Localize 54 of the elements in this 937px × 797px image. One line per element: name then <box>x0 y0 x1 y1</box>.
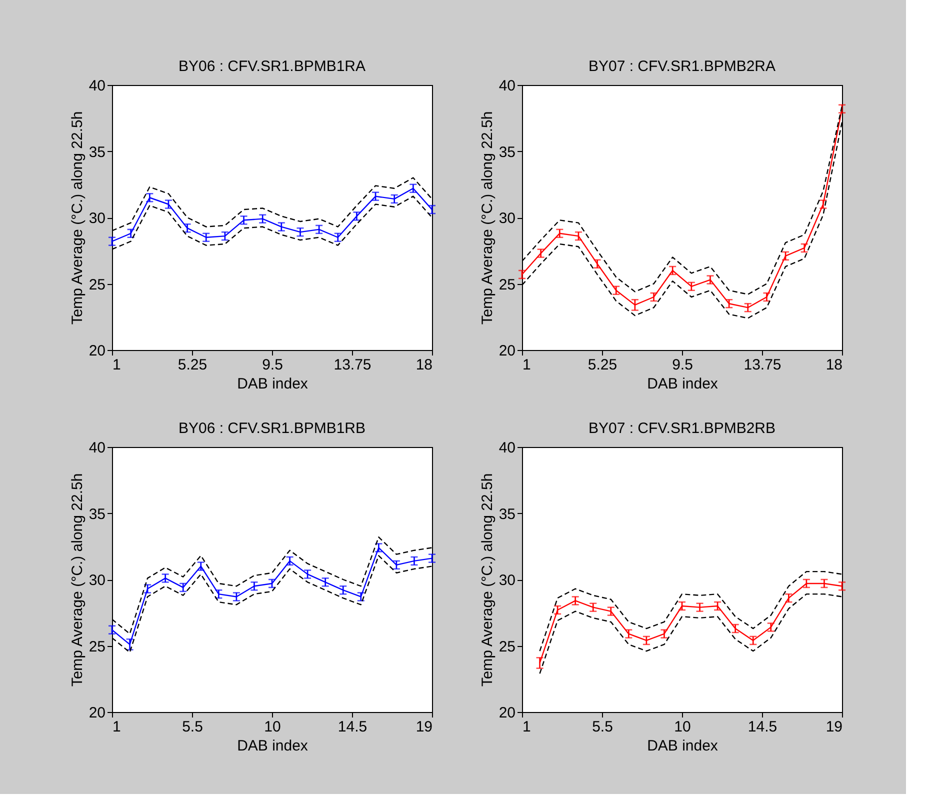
y-tick-label: 30 <box>88 572 106 589</box>
x-tick-label: 13.75 <box>334 356 372 374</box>
line-series <box>539 582 842 664</box>
x-tick-label: 1 <box>522 356 531 374</box>
y-axis-title: Temp Average (°C.) along 22.5h <box>478 473 496 687</box>
y-tick-label: 20 <box>498 704 516 722</box>
y-tick-label: 25 <box>498 276 516 294</box>
y-tick-label: 35 <box>498 506 516 523</box>
y-tick-label: 25 <box>498 638 516 656</box>
y-tick-label: 40 <box>498 78 516 94</box>
y-axis-title: Temp Average (°C.) along 22.5h <box>478 111 496 325</box>
x-tick-label: 13.75 <box>744 356 782 374</box>
x-tick-label: 1 <box>112 718 121 736</box>
y-tick-label: 20 <box>88 704 106 722</box>
y-axis-title: Temp Average (°C.) along 22.5h <box>68 111 86 325</box>
x-tick-label: 19 <box>416 718 432 736</box>
x-tick-label: 9.5 <box>672 356 693 374</box>
x-tick-label: 5.5 <box>182 718 203 736</box>
y-tick-label: 30 <box>498 210 516 227</box>
chart-title: BY07 : CFV.SR1.BPMB2RA <box>588 58 776 75</box>
x-tick-label: 9.5 <box>262 356 283 374</box>
x-tick-label: 18 <box>416 356 432 374</box>
chart-title: BY06 : CFV.SR1.BPMB1RB <box>178 420 366 437</box>
y-tick-label: 30 <box>88 210 106 227</box>
x-tick-label: 14.5 <box>338 718 368 736</box>
y-tick-label: 40 <box>88 78 106 94</box>
y-tick-label: 35 <box>498 144 516 161</box>
y-tick-label: 40 <box>498 440 516 456</box>
x-tick-label: 5.5 <box>592 718 613 736</box>
y-tick-label: 25 <box>88 276 106 294</box>
x-tick-label: 10 <box>264 718 281 736</box>
x-tick-label: 19 <box>826 718 842 736</box>
x-tick-label: 1 <box>522 718 531 736</box>
y-tick-label: 20 <box>498 342 516 360</box>
x-tick-label: 14.5 <box>748 718 778 736</box>
chart-title: BY06 : CFV.SR1.BPMB1RA <box>178 58 366 75</box>
x-axis-title: DAB index <box>237 738 308 754</box>
y-tick-label: 30 <box>498 572 516 589</box>
chart-title: BY07 : CFV.SR1.BPMB2RB <box>588 420 776 437</box>
y-tick-label: 25 <box>88 638 106 656</box>
x-axis-title: DAB index <box>237 376 308 392</box>
x-tick-label: 1 <box>112 356 121 374</box>
line-series <box>112 188 432 242</box>
x-tick-label: 18 <box>826 356 842 374</box>
y-tick-label: 40 <box>88 440 106 456</box>
y-tick-label: 35 <box>88 144 106 161</box>
x-axis-title: DAB index <box>647 376 718 392</box>
y-axis-title: Temp Average (°C.) along 22.5h <box>68 473 86 687</box>
x-tick-label: 5.25 <box>178 356 208 374</box>
x-tick-label: 5.25 <box>588 356 618 374</box>
x-axis-title: DAB index <box>647 738 718 754</box>
x-tick-label: 10 <box>674 718 691 736</box>
y-tick-label: 20 <box>88 342 106 360</box>
y-tick-label: 35 <box>88 506 106 523</box>
